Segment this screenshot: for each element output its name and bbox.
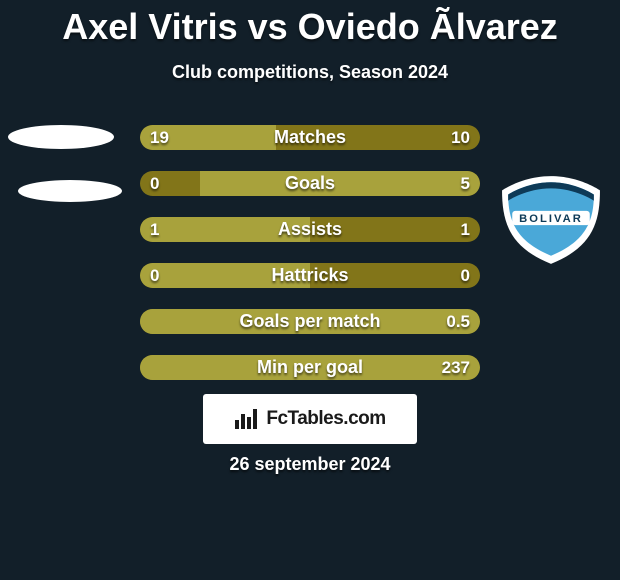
stat-row: Assists1 1	[140, 217, 480, 242]
stat-value-right: 10	[451, 125, 470, 150]
stats-bars: Matches1910Goals05Assists11Hattricks00Go…	[140, 125, 480, 380]
page-title: Axel Vitris vs Oviedo Ãlvarez	[0, 6, 620, 48]
player-left-avatar-shape-2	[18, 180, 122, 202]
watermark-text: FcTables.com	[266, 408, 385, 430]
stat-row: Goals0 5	[140, 171, 480, 196]
stat-value-right: 0.5	[446, 309, 470, 334]
stat-value-left: 0	[150, 263, 159, 288]
stat-label: Goals	[140, 171, 480, 196]
stat-row: Goals per match0.5	[140, 309, 480, 334]
stat-label: Goals per match	[140, 309, 480, 334]
stat-row: Hattricks0 0	[140, 263, 480, 288]
stat-value-left: 1	[150, 217, 159, 242]
stat-label: Hattricks	[140, 263, 480, 288]
stat-value-right: 1	[461, 217, 470, 242]
watermark-badge: FcTables.com	[203, 394, 417, 444]
stat-row: Min per goal237	[140, 355, 480, 380]
player-left-avatar-shape-1	[8, 125, 114, 149]
stat-label: Matches	[140, 125, 480, 150]
svg-text:BOLIVAR: BOLIVAR	[519, 213, 583, 225]
bars-icon	[234, 408, 260, 430]
stat-value-right: 5	[461, 171, 470, 196]
subtitle: Club competitions, Season 2024	[0, 62, 620, 83]
date-text: 26 september 2024	[0, 454, 620, 475]
stat-value-left: 19	[150, 125, 169, 150]
stat-value-right: 0	[461, 263, 470, 288]
player-right-club-badge: BOLIVAR	[500, 176, 602, 264]
stat-label: Min per goal	[140, 355, 480, 380]
stat-label: Assists	[140, 217, 480, 242]
stat-row: Matches19 10	[140, 125, 480, 150]
stat-value-left: 0	[150, 171, 159, 196]
stat-value-right: 237	[442, 355, 470, 380]
comparison-infographic: Axel Vitris vs Oviedo Ãlvarez Club compe…	[0, 0, 620, 580]
